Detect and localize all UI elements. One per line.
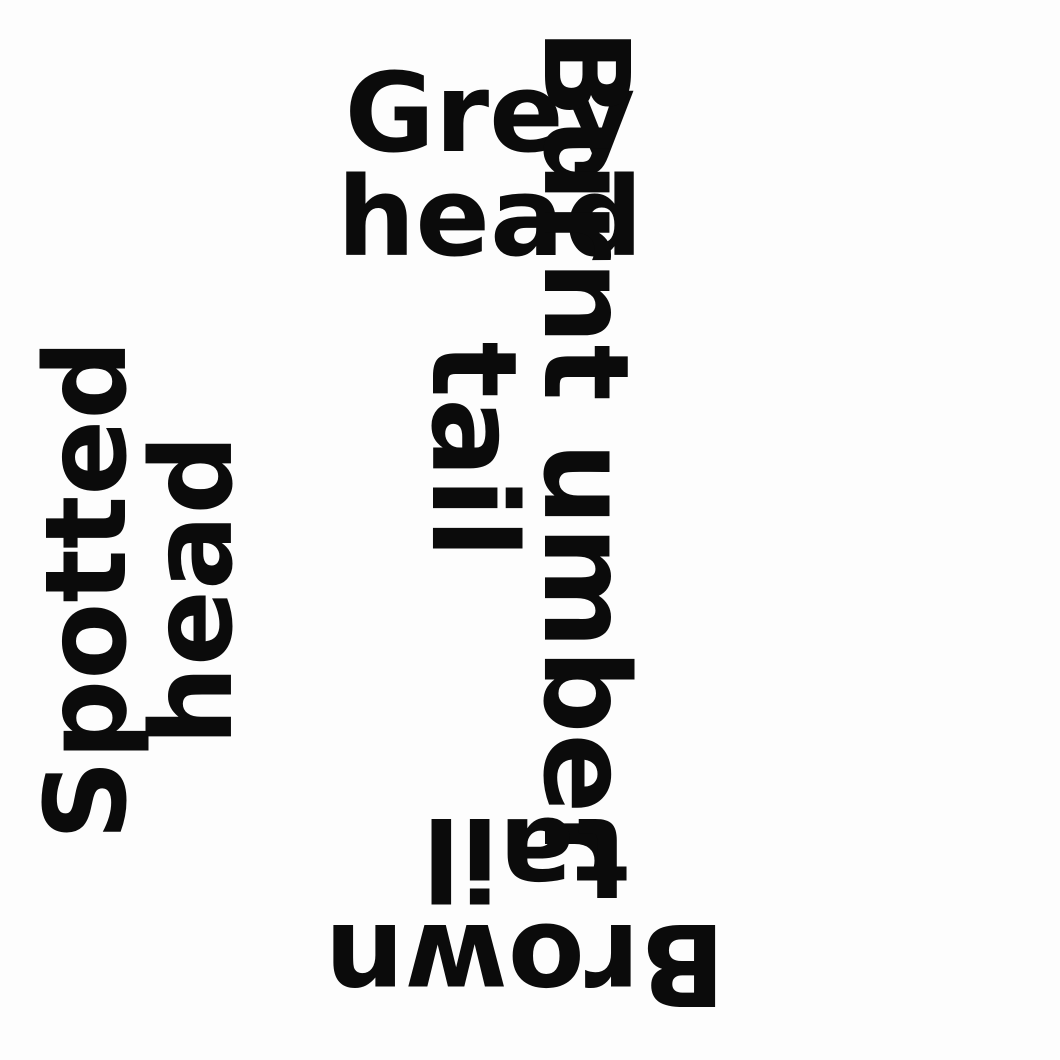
left-label: Spotted head — [15, 340, 265, 841]
right-label: Burnt umber tail — [405, 28, 655, 871]
bottom-label-line-1: Brown — [324, 898, 726, 1029]
right-label-line-1: Burnt umber — [517, 28, 656, 872]
bottom-label-line-2: tail — [422, 792, 628, 922]
top-label: Grey head — [330, 20, 650, 310]
left-label-line-2: head — [128, 434, 258, 746]
right-label-line-2: tail — [405, 341, 543, 559]
top-label-line-2: head — [337, 153, 643, 281]
top-label-line-1: Grey — [344, 48, 636, 177]
bottom-label: Brown tail — [325, 770, 726, 1050]
left-label-line-1: Spotted — [21, 339, 152, 841]
